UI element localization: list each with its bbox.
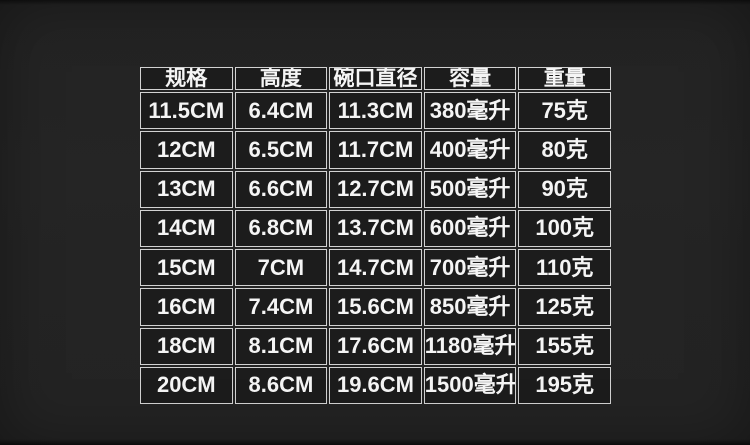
table-cell: 11.5CM bbox=[140, 92, 233, 130]
table-cell: 19.6CM bbox=[329, 366, 422, 404]
table-cell: 13.7CM bbox=[329, 209, 422, 247]
column-header-1: 高度 bbox=[234, 67, 328, 90]
table-cell: 7CM bbox=[234, 249, 328, 287]
table-cell: 500毫升 bbox=[423, 170, 517, 208]
spec-table: 规格 高度 碗口直径 容量 重量 11.5CM 6.4CM 11.3CM 380毫升 75克 12… bbox=[138, 65, 613, 406]
table-row: 11.5CM 6.4CM 11.3CM 380毫升 75克 bbox=[140, 92, 611, 130]
column-header-0: 规格 bbox=[140, 67, 233, 90]
table-cell: 90克 bbox=[518, 170, 611, 208]
table-row: 14CM 6.8CM 13.7CM 600毫升 100克 bbox=[140, 209, 611, 247]
column-header-4: 重量 bbox=[518, 67, 611, 90]
table-cell: 12CM bbox=[140, 131, 233, 169]
table-cell: 125克 bbox=[518, 288, 611, 326]
table-cell: 12.7CM bbox=[329, 170, 422, 208]
table-cell: 11.3CM bbox=[329, 92, 422, 130]
table-cell: 13CM bbox=[140, 170, 233, 208]
spec-table-head: 规格 高度 碗口直径 容量 重量 bbox=[140, 67, 611, 90]
spec-table-body: 11.5CM 6.4CM 11.3CM 380毫升 75克 12CM 6.5CM 11.7CM… bbox=[140, 92, 611, 404]
spec-table-header-row: 规格 高度 碗口直径 容量 重量 bbox=[140, 67, 611, 90]
table-row: 20CM 8.6CM 19.6CM 1500毫升 195克 bbox=[140, 366, 611, 404]
table-row: 12CM 6.5CM 11.7CM 400毫升 80克 bbox=[140, 131, 611, 169]
table-cell: 75克 bbox=[518, 92, 611, 130]
table-cell: 11.7CM bbox=[329, 131, 422, 169]
table-cell: 1180毫升 bbox=[423, 327, 517, 365]
table-cell: 16CM bbox=[140, 288, 233, 326]
table-row: 15CM 7CM 14.7CM 700毫升 110克 bbox=[140, 249, 611, 287]
table-row: 13CM 6.6CM 12.7CM 500毫升 90克 bbox=[140, 170, 611, 208]
table-cell: 15CM bbox=[140, 249, 233, 287]
table-row: 16CM 7.4CM 15.6CM 850毫升 125克 bbox=[140, 288, 611, 326]
table-row: 18CM 8.1CM 17.6CM 1180毫升 155克 bbox=[140, 327, 611, 365]
table-cell: 110克 bbox=[518, 249, 611, 287]
table-cell: 850毫升 bbox=[423, 288, 517, 326]
table-cell: 20CM bbox=[140, 366, 233, 404]
table-cell: 8.1CM bbox=[234, 327, 328, 365]
table-cell: 18CM bbox=[140, 327, 233, 365]
table-cell: 6.8CM bbox=[234, 209, 328, 247]
table-cell: 17.6CM bbox=[329, 327, 422, 365]
table-cell: 8.6CM bbox=[234, 366, 328, 404]
table-cell: 14.7CM bbox=[329, 249, 422, 287]
table-cell: 380毫升 bbox=[423, 92, 517, 130]
table-cell: 600毫升 bbox=[423, 209, 517, 247]
table-cell: 14CM bbox=[140, 209, 233, 247]
table-cell: 195克 bbox=[518, 366, 611, 404]
table-cell: 6.4CM bbox=[234, 92, 328, 130]
table-cell: 155克 bbox=[518, 327, 611, 365]
table-cell: 1500毫升 bbox=[423, 366, 517, 404]
table-cell: 100克 bbox=[518, 209, 611, 247]
table-cell: 7.4CM bbox=[234, 288, 328, 326]
table-cell: 80克 bbox=[518, 131, 611, 169]
table-cell: 15.6CM bbox=[329, 288, 422, 326]
column-header-2: 碗口直径 bbox=[329, 67, 422, 90]
table-cell: 400毫升 bbox=[423, 131, 517, 169]
table-cell: 6.6CM bbox=[234, 170, 328, 208]
table-cell: 6.5CM bbox=[234, 131, 328, 169]
column-header-3: 容量 bbox=[423, 67, 517, 90]
table-cell: 700毫升 bbox=[423, 249, 517, 287]
